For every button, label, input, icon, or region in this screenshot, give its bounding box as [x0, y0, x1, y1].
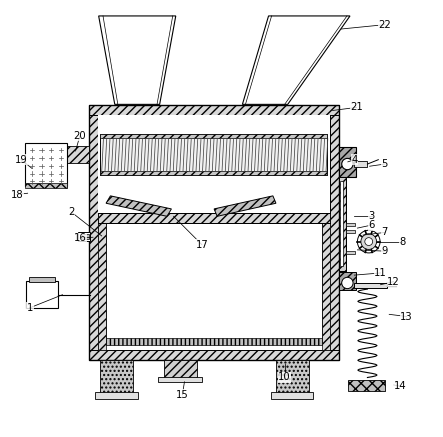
Bar [339, 177, 346, 271]
Bar [354, 283, 387, 288]
Bar [95, 392, 138, 399]
Bar [98, 115, 330, 350]
Bar [98, 223, 106, 350]
Polygon shape [106, 196, 171, 216]
Bar [346, 223, 355, 226]
Text: 6: 6 [369, 220, 375, 230]
Text: 4: 4 [351, 155, 358, 165]
Bar [339, 147, 356, 177]
Bar [164, 360, 197, 378]
Text: 20: 20 [74, 131, 86, 141]
Text: 3: 3 [369, 212, 375, 221]
Text: 9: 9 [382, 246, 388, 256]
Circle shape [342, 158, 353, 170]
Bar [89, 105, 339, 115]
Bar [339, 177, 346, 271]
Bar [25, 143, 67, 186]
Text: 19: 19 [15, 155, 27, 165]
Bar [65, 146, 89, 163]
Bar [322, 223, 330, 350]
Text: 7: 7 [382, 227, 388, 237]
Text: 1: 1 [27, 303, 33, 313]
Bar [330, 105, 339, 360]
Bar [101, 360, 133, 394]
Bar [98, 213, 330, 223]
Text: 12: 12 [387, 277, 400, 287]
Polygon shape [242, 16, 350, 104]
Circle shape [365, 238, 373, 246]
Text: 11: 11 [374, 268, 387, 278]
Text: 18: 18 [11, 190, 23, 200]
Bar [89, 350, 339, 360]
Bar [98, 115, 330, 213]
Text: 17: 17 [195, 239, 208, 250]
Text: 15: 15 [176, 390, 189, 400]
Bar [106, 223, 322, 343]
Text: 5: 5 [382, 159, 388, 169]
Text: 10: 10 [278, 372, 291, 382]
Bar [26, 281, 58, 308]
Bar [101, 171, 327, 175]
Bar [89, 105, 339, 360]
Text: 22: 22 [378, 20, 391, 30]
Polygon shape [99, 16, 176, 104]
Bar [340, 181, 343, 267]
Bar [25, 183, 67, 188]
Bar [339, 272, 356, 290]
Bar [106, 338, 322, 345]
Bar [82, 234, 89, 239]
Bar [346, 251, 355, 254]
Bar [271, 392, 313, 399]
Text: 16: 16 [74, 233, 86, 243]
Text: 14: 14 [394, 381, 406, 391]
Bar [29, 277, 55, 282]
Circle shape [342, 277, 353, 288]
Bar [101, 134, 327, 175]
Bar [354, 160, 367, 167]
Bar [348, 380, 385, 391]
Bar [101, 134, 327, 138]
Bar [276, 360, 309, 394]
Text: 8: 8 [399, 237, 405, 247]
Text: 13: 13 [400, 312, 413, 322]
Circle shape [361, 234, 377, 250]
Bar [158, 377, 202, 382]
Bar [89, 105, 98, 360]
Text: 2: 2 [68, 207, 74, 217]
Polygon shape [214, 196, 276, 216]
Text: 21: 21 [350, 102, 363, 112]
Bar [78, 232, 89, 241]
Bar [346, 230, 355, 233]
